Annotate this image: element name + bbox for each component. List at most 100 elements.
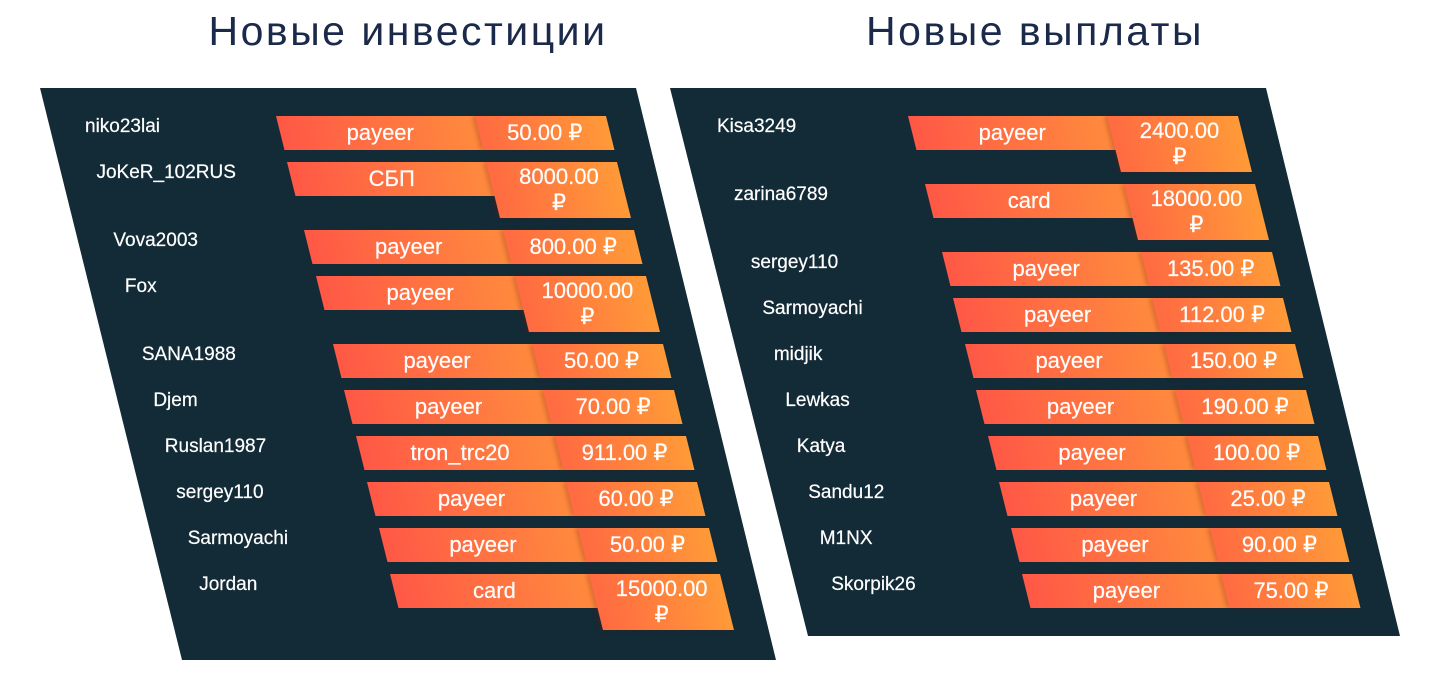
payment-method-label: СБП [368,166,415,191]
payment-amount-label: 15000.00 ₽ [615,576,708,627]
payment-method-label: payeer [437,486,506,511]
payment-method-label: payeer [1092,578,1161,603]
payment-amount-label: 60.00 ₽ [598,486,674,511]
payment-method-label: payeer [414,394,483,419]
payment-amount: 150.00 ₽ [1163,344,1304,378]
payment-amount-label: 50.00 ₽ [507,120,583,145]
payment-method-label: card [1007,188,1051,213]
payment-method-label: payeer [1012,256,1080,281]
payment-method: payeer [953,298,1162,332]
payment-method: payeer [304,230,513,264]
payment-method-label: payeer [449,532,517,557]
payment-amount-label: 18000.00 ₽ [1150,186,1243,237]
payment-amount-label: 8000.00 ₽ [519,164,599,215]
payment-method: payeer [987,436,1197,470]
payment-method: payeer [1010,528,1220,562]
payment-amount: 112.00 ₽ [1152,298,1292,332]
user-name: Lewkas [785,390,850,411]
payment-method: payeer [976,390,1185,424]
payment-method-label: payeer [1081,532,1149,557]
payment-method-label: card [473,578,516,603]
payment-method-label: tron_trc20 [410,440,510,465]
payment-amount: 800.00 ₽ [503,230,643,264]
payment-amount: 75.00 ₽ [1221,574,1361,608]
payment-method: payeer [276,116,485,150]
payment-method: card [924,184,1134,218]
payment-amount: 15000.00 ₽ [589,574,735,630]
payment-method-label: payeer [1069,486,1138,511]
user-name: Vova2003 [113,230,198,251]
payment-method: payeer [344,390,553,424]
payment-method-label: payeer [403,348,471,373]
payment-method: СБП [287,162,496,196]
user-name: Kisa3249 [717,116,797,137]
payment-method: payeer [367,482,576,516]
investments-title: Новые инвестиции [208,8,608,54]
payment-amount: 50.00 ₽ [531,344,672,378]
user-name: Skorpik26 [831,574,916,595]
payment-method: tron_trc20 [355,436,565,470]
payment-method-label: payeer [1058,440,1126,465]
payment-amount: 135.00 ₽ [1140,252,1281,286]
payment-amount-label: 25.00 ₽ [1230,486,1306,511]
payment-amount: 8000.00 ₽ [486,162,632,218]
payment-method: payeer [332,344,542,378]
payment-method-label: payeer [386,280,454,305]
user-name: sergey110 [176,482,264,503]
payment-amount: 2400.00 ₽ [1107,116,1252,172]
payment-amount: 60.00 ₽ [566,482,706,516]
payment-amount-label: 100.00 ₽ [1212,440,1301,465]
payment-amount-label: 10000.00 ₽ [541,278,634,329]
payment-amount: 911.00 ₽ [554,436,695,470]
payment-amount-label: 50.00 ₽ [563,348,640,373]
payment-method-label: payeer [375,234,443,259]
payment-method: payeer [999,482,1208,516]
payment-amount-label: 190.00 ₽ [1201,394,1289,419]
payment-method: payeer [315,276,525,310]
payment-amount: 18000.00 ₽ [1123,184,1269,240]
user-name: M1NX [819,528,873,549]
user-name: Sarmoyachi [187,528,289,549]
payment-amount-label: 135.00 ₽ [1166,256,1255,281]
user-name: Ruslan1987 [164,436,267,457]
payment-method: payeer [908,116,1117,150]
user-name: Fox [124,276,157,297]
payment-amount: 50.00 ₽ [577,528,718,562]
payment-amount-label: 70.00 ₽ [575,394,651,419]
payment-method-label: payeer [978,120,1046,145]
user-name: SANA1988 [141,344,236,365]
user-name: Sarmoyachi [762,298,863,319]
payment-method-label: payeer [346,120,414,145]
payment-amount-label: 112.00 ₽ [1179,302,1265,327]
payment-amount-label: 150.00 ₽ [1189,348,1278,373]
user-name: Katya [796,436,846,457]
payment-amount: 50.00 ₽ [475,116,615,150]
payment-amount: 70.00 ₽ [543,390,683,424]
payment-method-label: payeer [1023,302,1092,327]
payment-method: payeer [941,252,1151,286]
payment-amount: 190.00 ₽ [1175,390,1315,424]
payouts-title: Новые выплаты [866,8,1204,54]
payment-amount: 100.00 ₽ [1186,436,1327,470]
payment-method-label: payeer [1046,394,1115,419]
payment-method: payeer [964,344,1174,378]
payment-amount-label: 911.00 ₽ [581,440,668,465]
user-name: JoKeR_102RUS [96,162,236,183]
user-name: zarina6789 [733,184,828,205]
payment-amount-label: 800.00 ₽ [529,234,617,259]
user-name: sergey110 [750,252,839,273]
user-name: Djem [153,390,198,411]
user-name: Sandu12 [808,482,885,503]
payment-amount-label: 75.00 ₽ [1253,578,1329,603]
payment-amount: 90.00 ₽ [1209,528,1350,562]
user-name: Jordan [199,574,258,595]
payment-amount-label: 2400.00 ₽ [1139,118,1220,169]
payment-method: payeer [378,528,588,562]
payment-amount: 10000.00 ₽ [514,276,660,332]
payment-method-label: payeer [1035,348,1103,373]
payment-amount: 25.00 ₽ [1198,482,1338,516]
payment-method: card [390,574,599,608]
payment-method: payeer [1022,574,1231,608]
